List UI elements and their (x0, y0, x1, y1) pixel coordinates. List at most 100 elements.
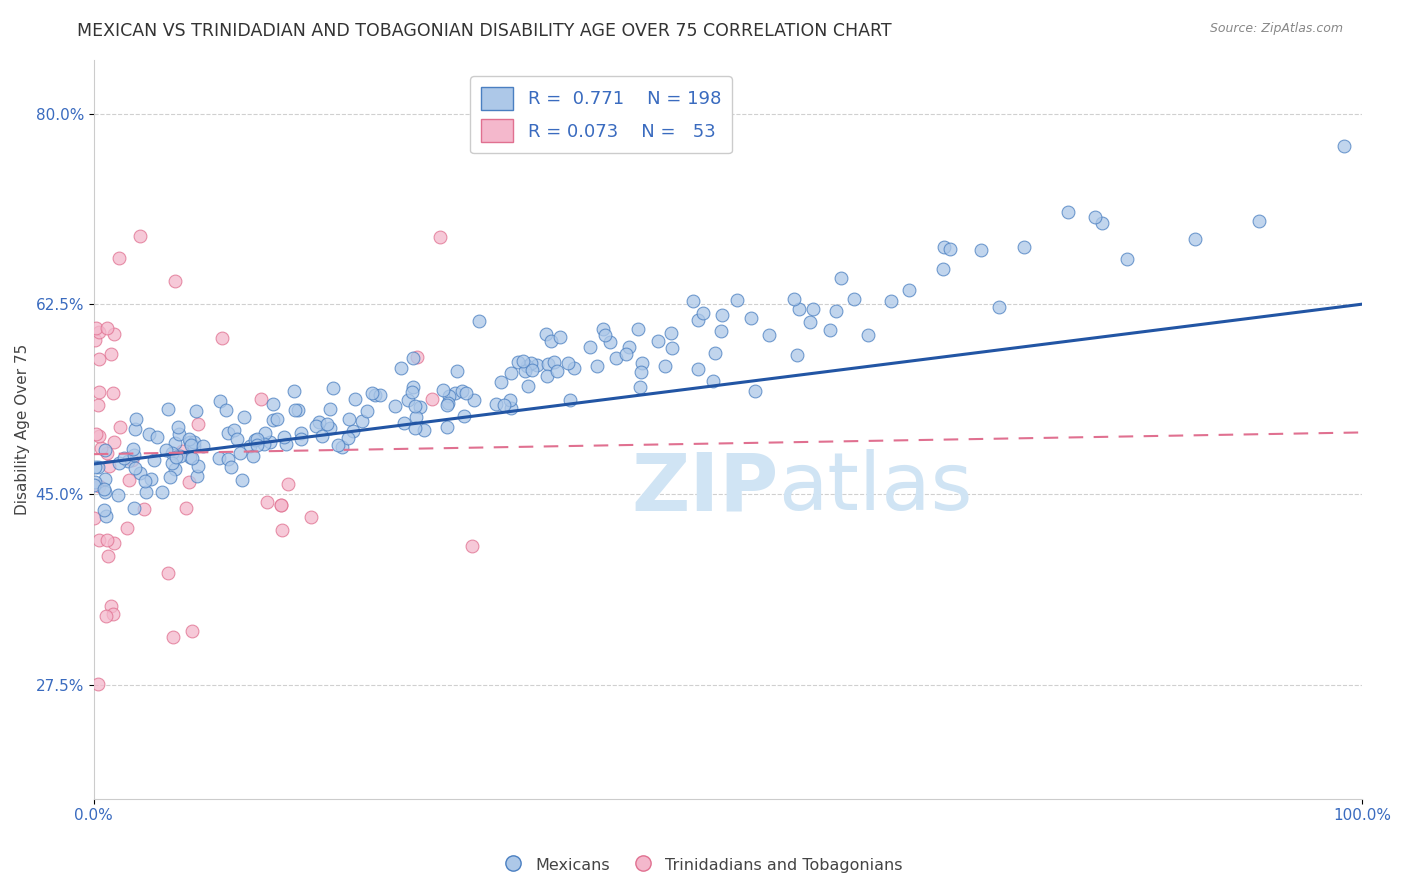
Point (437, 389, 460, 403)
Point (93, 482, 115, 496)
Point (83, 511, 105, 525)
Point (605, 351, 627, 365)
Point (402, 380, 425, 394)
Point (165, 450, 187, 464)
Point (578, 340, 600, 354)
Point (401, 384, 423, 399)
Point (270, 499, 292, 513)
Point (87, 533, 110, 548)
Point (392, 416, 415, 430)
Point (932, 261, 955, 276)
Text: MEXICAN VS TRINIDADIAN AND TOBAGONIAN DISABILITY AGE OVER 75 CORRELATION CHART: MEXICAN VS TRINIDADIAN AND TOBAGONIAN DI… (77, 22, 891, 40)
Point (128, 467, 150, 481)
Point (217, 426, 239, 441)
Point (170, 444, 193, 458)
Legend: R =  0.771    N = 198, R = 0.073    N =   53: R = 0.771 N = 198, R = 0.073 N = 53 (470, 76, 733, 153)
Point (239, 439, 262, 453)
Point (661, 341, 683, 355)
Point (183, 435, 205, 450)
Point (181, 451, 204, 466)
Point (515, 364, 537, 378)
Point (290, 425, 312, 440)
Point (118, 473, 141, 487)
Point (187, 459, 209, 474)
Point (284, 403, 307, 417)
Point (342, 424, 364, 438)
Point (108, 419, 131, 434)
Point (702, 374, 724, 388)
Point (165, 274, 187, 288)
Point (512, 353, 534, 368)
Point (186, 469, 208, 483)
Point (319, 401, 342, 416)
Point (299, 509, 322, 524)
Point (432, 383, 454, 397)
Point (744, 384, 766, 399)
Point (155, 443, 177, 458)
Point (630, 365, 652, 379)
Point (316, 417, 339, 431)
Point (231, 474, 253, 488)
Point (162, 630, 184, 644)
Point (404, 399, 426, 413)
Point (460, 539, 482, 553)
Point (593, 328, 616, 343)
Point (208, 450, 231, 465)
Point (540, 334, 562, 348)
Text: ZIP: ZIP (631, 450, 779, 527)
Point (356, 404, 378, 418)
Point (453, 409, 475, 423)
Point (710, 309, 733, 323)
Point (557, 356, 579, 370)
Point (253, 436, 276, 450)
Point (187, 417, 209, 432)
Point (499, 392, 522, 407)
Point (420, 392, 443, 407)
Point (783, 292, 806, 306)
Point (659, 326, 682, 340)
Point (253, 426, 276, 441)
Point (499, 366, 522, 380)
Point (614, 347, 637, 361)
Point (273, 430, 295, 444)
Point (409, 400, 432, 414)
Point (319, 420, 342, 434)
Point (180, 438, 202, 452)
Point (627, 321, 650, 335)
Point (412, 423, 434, 437)
Point (90, 441, 112, 455)
Point (682, 294, 704, 309)
Point (184, 404, 207, 418)
Point (506, 355, 529, 369)
Point (688, 361, 710, 376)
Point (932, 240, 955, 254)
Point (124, 460, 146, 475)
Point (96, 446, 118, 460)
Point (586, 359, 609, 373)
Point (83, 478, 105, 492)
Point (124, 500, 146, 515)
Point (402, 351, 425, 365)
Point (939, 242, 962, 256)
Point (548, 330, 571, 344)
Point (436, 398, 458, 412)
Point (406, 350, 429, 364)
Point (444, 386, 467, 401)
Point (215, 403, 238, 417)
Point (536, 369, 558, 384)
Point (389, 361, 412, 376)
Point (686, 313, 709, 327)
Point (193, 439, 215, 453)
Point (592, 322, 614, 336)
Point (256, 494, 278, 508)
Point (157, 402, 180, 417)
Point (87, 398, 110, 412)
Point (250, 392, 273, 406)
Point (856, 328, 879, 343)
Point (100, 347, 122, 361)
Point (143, 453, 166, 467)
Point (562, 361, 585, 376)
Point (350, 414, 373, 428)
Point (969, 243, 991, 257)
Point (692, 305, 714, 319)
